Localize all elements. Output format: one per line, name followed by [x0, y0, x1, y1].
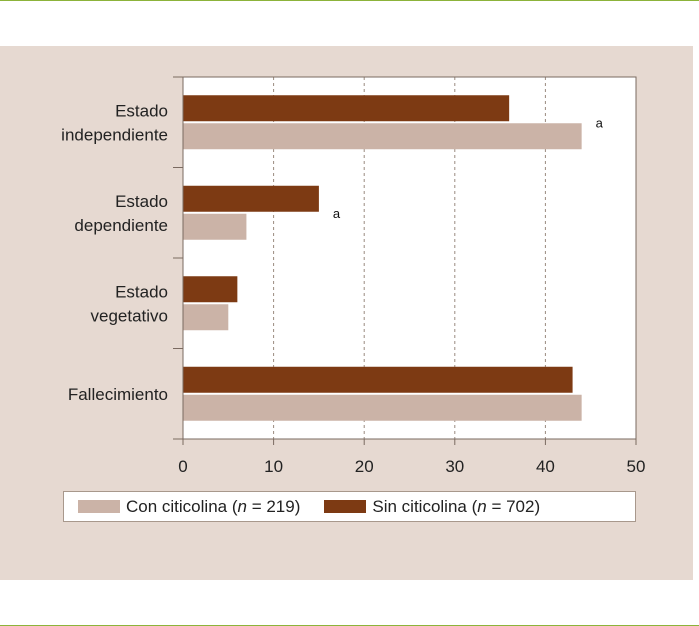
bar-con-1 [183, 213, 247, 240]
annotation-a: a [333, 206, 341, 221]
axes [173, 76, 637, 445]
bar-con-2 [183, 304, 229, 331]
annotation-a: a [596, 115, 604, 130]
category-label: vegetativo [91, 306, 169, 325]
bar-sin-1 [183, 185, 319, 212]
x-tick-label: 30 [445, 457, 464, 476]
bar-con-0 [183, 123, 582, 150]
x-tick-label: 10 [264, 457, 283, 476]
category-label: Estado [115, 282, 168, 301]
bar-con-3 [183, 394, 582, 421]
bar-sin-3 [183, 366, 573, 393]
x-tick-label: 50 [627, 457, 646, 476]
bar-sin-0 [183, 95, 510, 122]
category-labels: Estado independiente Estado dependiente Esta… [61, 101, 168, 404]
legend-label-con: Con citicolina (n = 219) [126, 496, 301, 516]
legend-item-con: Con citicolina (n = 219) [78, 497, 300, 517]
top-rule [0, 0, 699, 1]
legend-item-sin: Sin citicolina (n = 702) [324, 497, 540, 517]
category-label: Estado [115, 101, 168, 120]
bars [183, 95, 582, 421]
legend: Con citicolina (n = 219) Sin citicolina … [63, 491, 636, 522]
legend-label-sin: Sin citicolina (n = 702) [372, 496, 541, 516]
annotations: aa [333, 115, 604, 221]
x-tick-label: 0 [178, 457, 187, 476]
category-label: Estado [115, 192, 168, 211]
category-label: dependiente [74, 216, 168, 235]
legend-swatch-sin [324, 500, 367, 513]
bar-sin-2 [183, 276, 238, 303]
category-label: Fallecimiento [68, 385, 168, 404]
tick-labels: 0 10 20 30 40 50 [178, 457, 645, 476]
x-tick-label: 20 [355, 457, 374, 476]
category-label: independiente [61, 125, 168, 144]
x-tick-label: 40 [536, 457, 555, 476]
legend-swatch-con [78, 500, 120, 513]
